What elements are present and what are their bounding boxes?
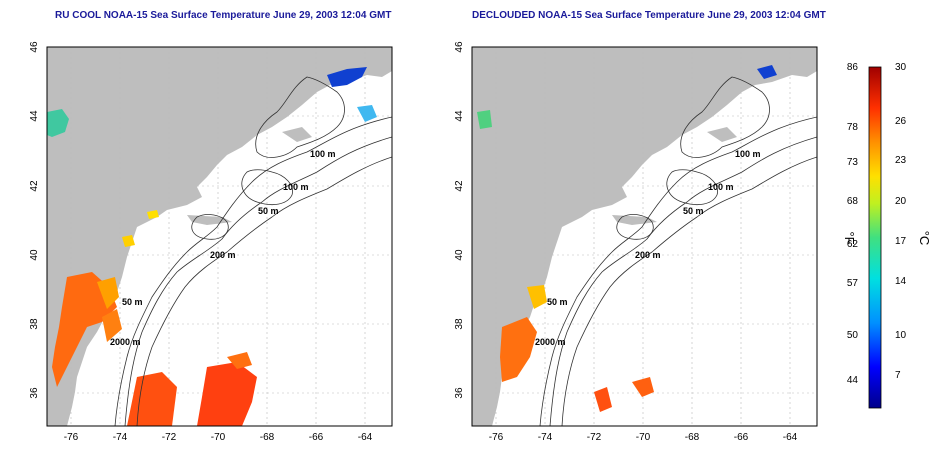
lat-tick-label: 38 [454,318,465,330]
lon-tick-label: -66 [734,432,749,443]
lon-tick-label: -64 [358,432,373,443]
fahrenheit-label: 50 [847,330,859,341]
fahrenheit-label: 44 [847,375,859,386]
left-lon-ticks: -76 -74 -72 -70 -68 -66 -64 [64,432,373,443]
lat-tick-label: 36 [454,387,465,399]
contour-label: 2000 m [535,337,566,347]
right-map-title: DECLOUDED NOAA-15 Sea Surface Temperatur… [472,10,826,21]
lat-tick-label: 44 [29,110,40,122]
contour-label: 50 m [547,297,568,307]
lon-tick-label: -76 [489,432,504,443]
lon-tick-label: -70 [211,432,226,443]
fahrenheit-label: 57 [847,278,859,289]
lon-tick-label: -76 [64,432,79,443]
lon-tick-label: -74 [113,432,128,443]
lat-tick-label: 46 [454,41,465,53]
lat-tick-label: 38 [29,318,40,330]
contour-label: 50 m [258,206,279,216]
lon-tick-label: -72 [162,432,177,443]
lon-tick-label: -70 [636,432,651,443]
contour-label: 100 m [735,149,761,159]
lat-tick-label: 40 [29,249,40,261]
celsius-label: 17 [895,236,907,247]
fahrenheit-label: 86 [847,62,859,73]
lat-tick-label: 36 [29,387,40,399]
left-map-panel: 100 m 100 m 50 m 200 m 50 m 2000 m -76 -… [29,41,393,443]
lat-tick-label: 40 [454,249,465,261]
celsius-label: 20 [895,196,907,207]
sst-pixels [477,65,777,412]
left-map-frame [46,46,393,427]
left-map-title: RU COOL NOAA-15 Sea Surface Temperature … [55,10,392,21]
celsius-label: 23 [895,155,907,166]
lat-tick-label: 42 [454,180,465,192]
right-map-frame [471,46,818,427]
celsius-unit: °C [917,231,932,246]
fahrenheit-unit: °F [842,231,857,244]
sst-pixels [47,67,377,426]
contour-label: 2000 m [110,337,141,347]
lon-tick-label: -66 [309,432,324,443]
lon-tick-label: -64 [783,432,798,443]
lon-tick-label: -68 [685,432,700,443]
right-lon-ticks: -76 -74 -72 -70 -68 -66 -64 [489,432,798,443]
celsius-label: 14 [895,276,907,287]
fahrenheit-label: 62 [847,239,859,250]
lon-tick-label: -72 [587,432,602,443]
contour-label: 100 m [708,182,734,192]
contour-label: 200 m [635,250,661,260]
fahrenheit-label: 73 [847,157,859,168]
contour-label: 200 m [210,250,236,260]
fahrenheit-label: 78 [847,122,859,133]
celsius-label: 10 [895,330,907,341]
right-map-panel: 100 m 100 m 50 m 200 m 50 m 2000 m -76 -… [454,41,818,443]
contour-label: 100 m [283,182,309,192]
contour-label: 50 m [683,206,704,216]
contour-label: 100 m [310,149,336,159]
lat-tick-label: 46 [29,41,40,53]
lon-tick-label: -74 [538,432,553,443]
contour-label: 50 m [122,297,143,307]
celsius-label: 26 [895,116,907,127]
right-lat-ticks: 46 44 42 40 38 36 [454,41,465,399]
temperature-colorbar: 86 78 73 68 62 57 50 44 30 26 23 20 17 1… [842,62,932,409]
lat-tick-label: 42 [29,180,40,192]
left-lat-ticks: 46 44 42 40 38 36 [29,41,40,399]
fahrenheit-label: 68 [847,196,859,207]
celsius-label: 30 [895,62,907,73]
lon-tick-label: -68 [260,432,275,443]
celsius-label: 7 [895,370,901,381]
colorbar-gradient [868,66,882,409]
lat-tick-label: 44 [454,110,465,122]
